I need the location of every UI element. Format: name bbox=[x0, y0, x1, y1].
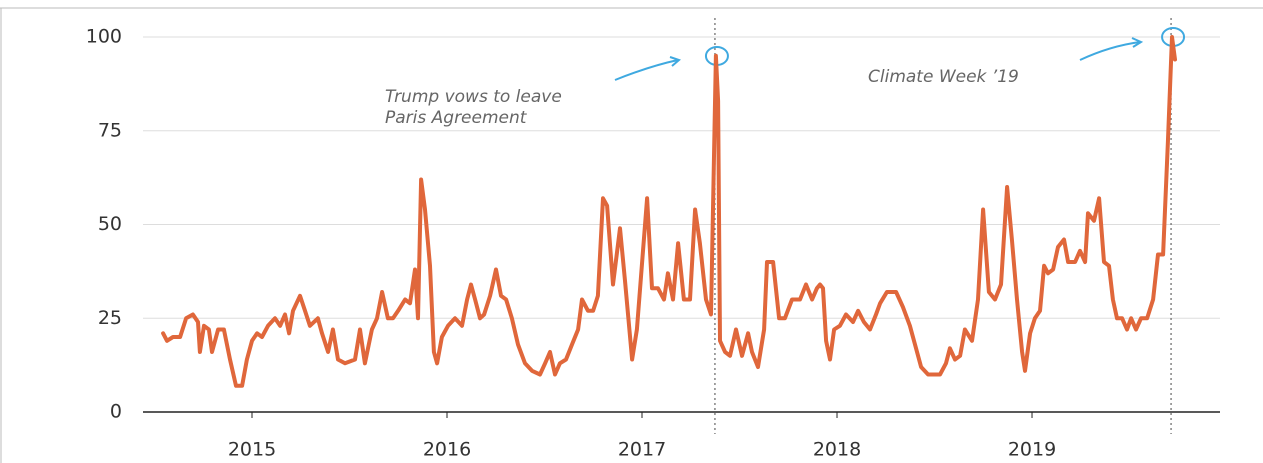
event-label: Climate Week ’19 bbox=[868, 67, 1019, 87]
annotation-arrow bbox=[1079, 41, 1141, 61]
y-tick-label: 100 bbox=[86, 26, 122, 48]
x-tick-label: 2015 bbox=[228, 439, 276, 461]
series-line bbox=[161, 35, 1177, 388]
x-tick-label: 2016 bbox=[423, 439, 471, 461]
event-label: Trump vows to leave bbox=[385, 87, 562, 107]
y-tick-label: 25 bbox=[98, 307, 122, 329]
y-tick-label: 0 bbox=[110, 401, 122, 423]
annotation-arrow-head bbox=[1131, 37, 1144, 48]
y-tick-label: 50 bbox=[98, 213, 122, 235]
annotation-arrow-head bbox=[669, 56, 681, 67]
grid: 0 25 50 75 100 2015 2016 2017 2018 2019 bbox=[86, 26, 1220, 461]
annotation-arrow bbox=[614, 59, 679, 81]
x-tick-label: 2017 bbox=[618, 439, 666, 461]
x-tick-label: 2019 bbox=[1008, 439, 1056, 461]
lines bbox=[161, 35, 1177, 388]
event-label: Paris Agreement bbox=[385, 108, 528, 128]
x-tick-label: 2018 bbox=[813, 439, 861, 461]
y-tick-label: 75 bbox=[98, 119, 122, 141]
